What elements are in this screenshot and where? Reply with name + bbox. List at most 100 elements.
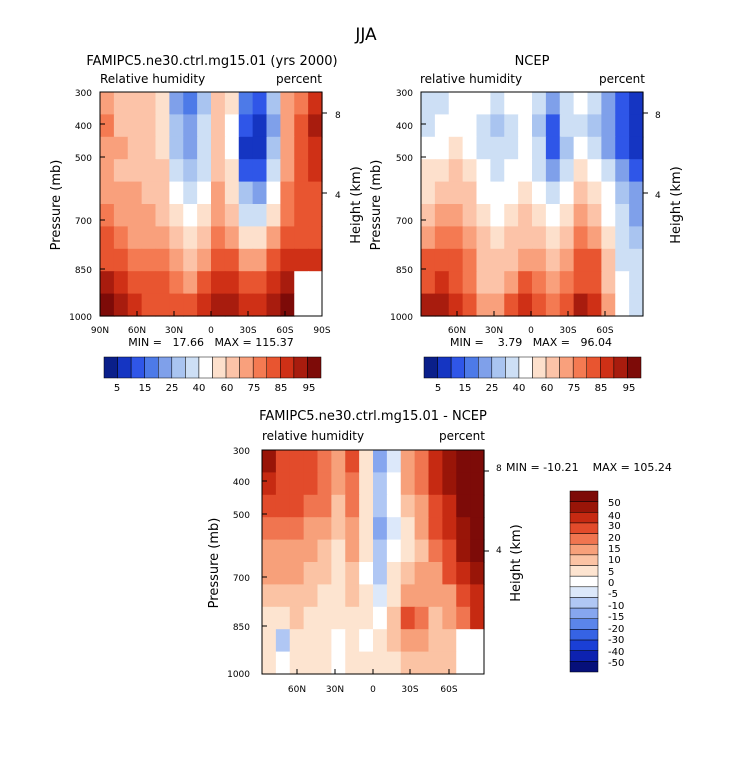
heatmap-cell — [262, 584, 277, 608]
heatmap-cell — [331, 472, 346, 496]
heatmap-cell — [373, 651, 388, 675]
heatmap-cell — [308, 181, 323, 205]
heatmap-cell — [434, 204, 450, 227]
heatmap-cell — [476, 159, 491, 183]
heatmap-cell — [169, 226, 184, 250]
heatmap-cell — [386, 606, 402, 630]
heatmap-cell — [504, 248, 519, 272]
heatmap-cell — [504, 181, 519, 205]
heatmap-cell — [448, 159, 464, 183]
heatmap-cell — [615, 136, 630, 160]
heatmap-cell — [331, 562, 346, 585]
heatmap-cell — [275, 450, 291, 473]
heatmap-cell — [294, 136, 309, 160]
heatmap-cell — [211, 248, 226, 272]
heatmap-cell — [587, 92, 602, 115]
heatmap-cell — [127, 204, 143, 227]
heatmap-cell — [428, 539, 443, 563]
heatmap-cell — [262, 517, 277, 541]
colorbar-label: 30 — [608, 521, 621, 532]
heatmap-cell — [456, 539, 471, 563]
heatmap-cell — [573, 159, 589, 183]
heatmap-cell — [155, 271, 170, 295]
heatmap-cell — [197, 136, 212, 160]
heatmap-cell — [262, 629, 277, 653]
heatmap-cell — [400, 517, 416, 541]
heatmap-cell — [532, 226, 547, 250]
heatmap-cell — [462, 159, 478, 183]
colorbar-swatch — [280, 356, 295, 379]
heatmap-cell — [280, 271, 295, 295]
colorbar-label: 85 — [595, 383, 608, 394]
heatmap-cell — [421, 181, 436, 205]
heatmap-cell — [289, 472, 305, 496]
xtick-label: 90S — [313, 326, 330, 336]
heatmap-cell — [442, 562, 457, 585]
colorbar-swatch — [266, 356, 281, 379]
xtick-label: 30N — [326, 685, 344, 695]
heatmap-cell — [113, 226, 129, 250]
ytick-label: 300 — [233, 447, 250, 457]
heatmap-cell — [359, 517, 374, 541]
xtick-label: 0 — [528, 326, 534, 336]
heatmap-cell — [359, 494, 374, 518]
heatmap-cell — [100, 159, 115, 183]
heatmap-cell — [601, 248, 616, 272]
heatmap-cell — [490, 114, 505, 138]
heatmap-cell — [211, 159, 226, 183]
heatmap-cell — [317, 494, 332, 518]
xtick-label: 0 — [208, 326, 214, 336]
heatmap-cell — [331, 450, 346, 473]
heatmap-cell — [573, 92, 589, 115]
heatmap-cell — [373, 606, 388, 630]
y2-axis-label: Height (km) — [669, 166, 684, 243]
heatmap-cell — [224, 136, 240, 160]
heatmap-cell — [280, 159, 295, 183]
heatmap-cell — [317, 584, 332, 608]
heatmap-cell — [141, 271, 157, 295]
heatmap-cell — [442, 584, 457, 608]
heatmap-cell — [434, 271, 450, 295]
colorbar-label: 75 — [568, 383, 581, 394]
xtick-label: 30S — [401, 685, 418, 695]
colorbar-swatch — [569, 607, 599, 620]
heatmap-cell — [183, 248, 198, 272]
heatmap-cell — [345, 584, 360, 608]
heatmap-cell — [113, 92, 129, 115]
heatmap-cell — [331, 629, 346, 653]
heatmap-cell — [266, 159, 281, 183]
heatmap-cell — [476, 204, 491, 227]
heatmap-cell — [504, 204, 519, 227]
colorbar-swatch — [569, 512, 599, 524]
y-axis-label: Pressure (mb) — [49, 160, 64, 251]
heatmap-cell — [462, 248, 478, 272]
heatmap-cell — [573, 181, 589, 205]
heatmap-cell — [141, 204, 157, 227]
heatmap-cell — [448, 271, 464, 295]
y2tick-label: 8 — [335, 111, 341, 121]
heatmap-cell — [303, 584, 319, 608]
heatmap-cell — [289, 606, 305, 630]
heatmap-cell — [266, 114, 281, 138]
colorbar-label: 40 — [608, 511, 621, 522]
heatmap-cell — [490, 204, 505, 227]
heatmap-cell — [518, 92, 533, 115]
heatmap-cell — [345, 629, 360, 653]
heatmap-cell — [252, 226, 268, 250]
y2tick-label: 4 — [335, 191, 341, 201]
heatmap-cell — [414, 494, 430, 518]
heatmap-cell — [113, 248, 129, 272]
y2tick-label: 4 — [655, 191, 661, 201]
heatmap-cell — [448, 92, 464, 115]
heatmap-cell — [197, 159, 212, 183]
heatmap-cell — [308, 136, 323, 160]
heatmap-cell — [559, 271, 575, 295]
heatmap-cell — [359, 472, 374, 496]
ytick-label: 400 — [75, 122, 92, 132]
xtick-label: 30N — [485, 326, 503, 336]
heatmap-cell — [280, 226, 295, 250]
colorbar-swatch — [450, 356, 465, 379]
colorbar-swatch — [569, 661, 599, 673]
heatmap-cell — [317, 606, 332, 630]
heatmap-cell — [155, 226, 170, 250]
